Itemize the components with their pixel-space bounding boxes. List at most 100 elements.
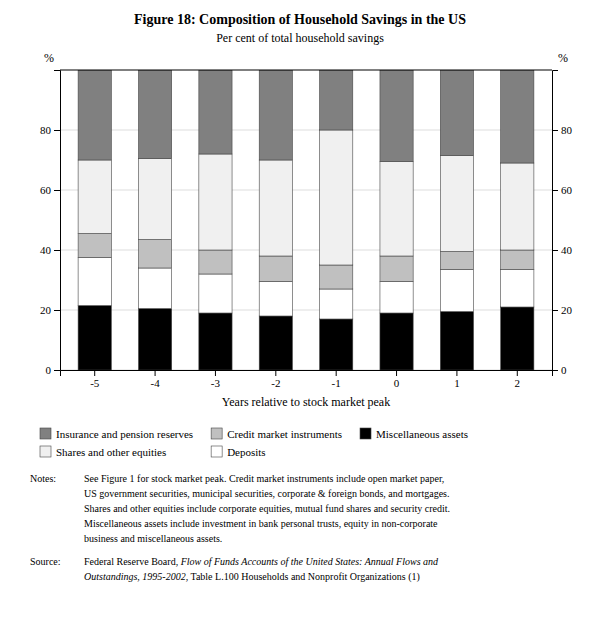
tick: 1 — [454, 370, 460, 389]
tick: 80 — [40, 124, 60, 136]
tick-label: -5 — [90, 377, 100, 389]
source-rest: , Table L.100 Households and Nonprofit O… — [186, 571, 420, 583]
bar — [138, 309, 171, 371]
bar — [78, 306, 111, 371]
tick-label: 0 — [561, 364, 567, 376]
tick-mark — [54, 370, 60, 371]
source-publication: Outstandings, 1995-2002 — [84, 571, 186, 582]
chart: Figure 18: Composition of Household Savi… — [0, 0, 600, 629]
tick: 0 — [394, 370, 400, 389]
legend-swatch — [40, 446, 51, 457]
tick-label: 20 — [40, 304, 52, 316]
bar — [199, 250, 232, 274]
source-author: Federal Reserve Board, — [84, 556, 181, 567]
grid-line — [60, 310, 552, 311]
legend-item: Miscellaneous assets — [360, 428, 468, 440]
bar — [501, 163, 534, 250]
tick-label: 60 — [40, 184, 52, 196]
tick-mark — [552, 310, 558, 311]
bar — [259, 282, 292, 317]
bar — [78, 258, 111, 306]
bar — [259, 70, 292, 160]
tick-label: 2 — [515, 377, 521, 389]
tick-mark — [517, 370, 518, 376]
legend-label: Insurance and pension reserves — [56, 428, 193, 440]
grid — [60, 130, 552, 370]
tick: 2 — [515, 370, 521, 389]
tick: 60 — [552, 184, 573, 196]
bar — [440, 156, 473, 252]
bar — [199, 274, 232, 313]
tick-mark — [94, 370, 95, 376]
tick: 40 — [552, 244, 573, 256]
bar — [320, 319, 353, 370]
bar — [199, 154, 232, 250]
source-label: Source: — [30, 556, 61, 567]
legend-swatch — [40, 428, 51, 439]
tick-label: 60 — [561, 184, 573, 196]
bar-series — [78, 70, 534, 163]
bar — [78, 70, 111, 160]
tick-label: -2 — [271, 377, 280, 389]
bar — [380, 256, 413, 282]
tick: -4 — [150, 370, 160, 389]
tick-mark — [54, 130, 60, 131]
source-publication: Flow of Funds Accounts of the United Sta… — [180, 556, 439, 567]
source-line: Federal Reserve Board, Flow of Funds Acc… — [84, 556, 439, 567]
bar — [501, 70, 534, 163]
tick: 60 — [40, 184, 60, 196]
bar — [380, 162, 413, 257]
tick: 40 — [40, 244, 60, 256]
tick: -5 — [90, 370, 100, 389]
tick: 20 — [40, 304, 60, 316]
tick-mark — [155, 370, 156, 376]
legend-swatch — [211, 446, 222, 457]
axis-line — [54, 71, 61, 371]
y-axis-label: % — [44, 51, 54, 65]
tick: -3 — [211, 370, 221, 389]
bar — [138, 70, 171, 159]
axis-line — [553, 71, 559, 371]
tick: 0 — [46, 364, 61, 376]
tick-label: -4 — [150, 377, 160, 389]
axis: -5 -4 -3 -2 -1 0 1 2 — [61, 370, 553, 389]
tick-mark — [215, 370, 216, 376]
bar — [320, 130, 353, 265]
axis-line — [61, 371, 553, 377]
x-axis-label: Years relative to stock market peak — [222, 395, 390, 409]
tick-label: 40 — [40, 244, 52, 256]
legend-item: Credit market instruments — [211, 428, 342, 440]
legend-label: Credit market instruments — [227, 428, 342, 440]
legend-swatch — [211, 428, 222, 439]
title: Figure 18: Composition of Household Savi… — [134, 12, 466, 27]
bar — [259, 256, 292, 282]
bars — [78, 70, 534, 370]
grid-line — [60, 190, 552, 191]
bar — [380, 70, 413, 162]
tick: 20 — [552, 304, 573, 316]
notes-line: US government securities, municipal secu… — [84, 488, 449, 499]
tick-mark — [456, 370, 457, 376]
tick-label: 0 — [46, 364, 52, 376]
bar — [440, 70, 473, 156]
tick-label: 40 — [561, 244, 573, 256]
tick-label: 0 — [394, 377, 400, 389]
bar — [501, 270, 534, 308]
bar — [380, 282, 413, 314]
tick: 0 — [552, 364, 567, 376]
legend-swatch — [360, 428, 371, 439]
legend-item: Deposits — [211, 446, 266, 458]
legend-label: Deposits — [227, 446, 266, 458]
tick-label: 1 — [454, 377, 460, 389]
bar — [501, 250, 534, 270]
tick-mark — [552, 190, 558, 191]
notes-line: See Figure 1 for stock market peak. Cred… — [84, 473, 444, 484]
bar — [259, 316, 292, 370]
tick: -2 — [271, 370, 280, 389]
tick: -1 — [332, 370, 341, 389]
legend: Insurance and pension reservesShares and… — [40, 428, 468, 458]
grid-line — [60, 130, 552, 131]
tick-label: -3 — [211, 377, 221, 389]
y2-axis-label: % — [558, 51, 568, 65]
bar-series — [78, 306, 534, 371]
